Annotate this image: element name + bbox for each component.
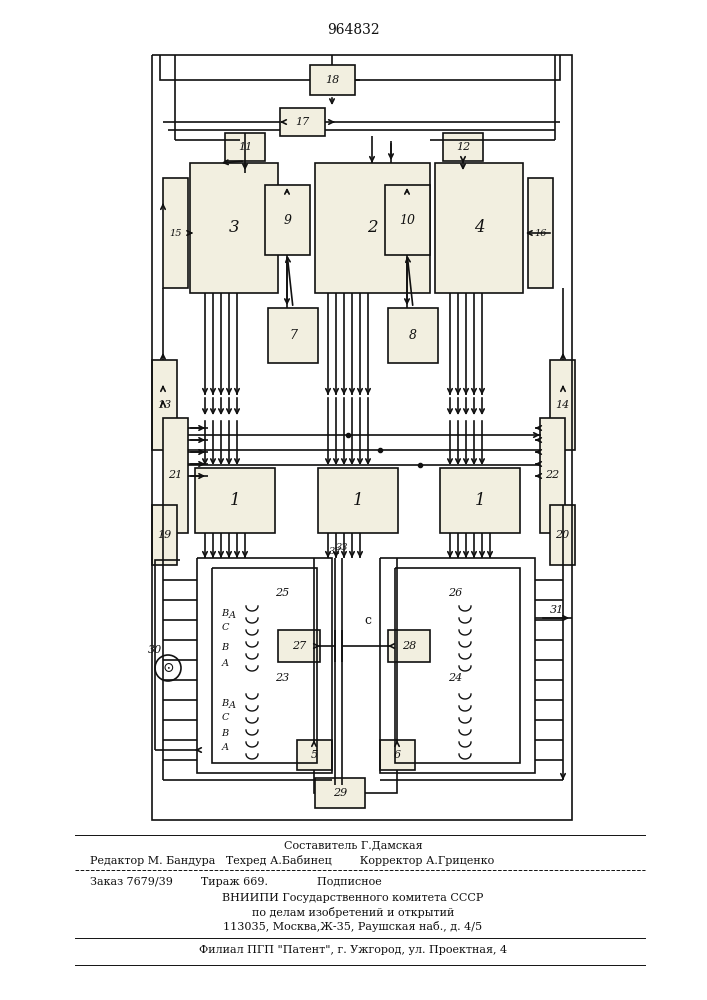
Text: 113035, Москва,Ж-35, Раушская наб., д. 4/5: 113035, Москва,Ж-35, Раушская наб., д. 4… <box>223 920 483 932</box>
Bar <box>152 505 177 565</box>
Bar <box>268 308 318 363</box>
Text: 18: 18 <box>325 75 339 85</box>
Bar <box>380 740 415 770</box>
Text: 10: 10 <box>399 214 416 227</box>
Text: 29: 29 <box>333 788 347 798</box>
Text: 33: 33 <box>336 544 349 552</box>
Bar <box>443 133 483 161</box>
Text: Заказ 7679/39        Тираж 669.              Подписное: Заказ 7679/39 Тираж 669. Подписное <box>90 877 382 887</box>
Bar <box>278 630 320 662</box>
Text: B: B <box>221 608 228 617</box>
Text: 28: 28 <box>402 641 416 651</box>
Text: Филиал ПГП "Патент", г. Ужгород, ул. Проектная, 4: Филиал ПГП "Патент", г. Ужгород, ул. Про… <box>199 945 507 955</box>
Text: B: B <box>221 728 228 738</box>
Text: 4: 4 <box>474 220 484 236</box>
Text: 7: 7 <box>289 329 297 342</box>
Text: 23: 23 <box>275 673 289 683</box>
Bar <box>550 505 575 565</box>
Bar <box>435 163 523 293</box>
Text: ВНИИПИ Государственного комитета СССР: ВНИИПИ Государственного комитета СССР <box>222 893 484 903</box>
Bar <box>195 468 275 533</box>
Text: 27: 27 <box>292 641 306 651</box>
Text: 16: 16 <box>534 229 547 237</box>
Bar <box>385 185 430 255</box>
Text: C: C <box>221 624 229 633</box>
Text: 964832: 964832 <box>327 23 380 37</box>
Text: A: A <box>221 658 228 668</box>
Text: 13: 13 <box>158 400 172 410</box>
Bar <box>225 133 265 161</box>
Text: 12: 12 <box>456 142 470 152</box>
Text: 6: 6 <box>394 750 401 760</box>
Bar <box>318 468 398 533</box>
Bar <box>310 65 355 95</box>
Text: 19: 19 <box>158 530 172 540</box>
Text: c: c <box>365 613 371 626</box>
Text: 21: 21 <box>168 471 182 481</box>
Text: 3: 3 <box>228 220 239 236</box>
Text: Редактор М. Бандура   Техред А.Бабинец        Корректор А.Гриценко: Редактор М. Бандура Техред А.Бабинец Кор… <box>90 854 494 865</box>
Bar <box>550 360 575 450</box>
Bar <box>440 468 520 533</box>
Text: 1: 1 <box>230 492 240 509</box>
Text: 26: 26 <box>448 588 462 598</box>
Bar <box>388 308 438 363</box>
Text: 32: 32 <box>329 548 341 556</box>
Bar <box>388 630 430 662</box>
Text: 14: 14 <box>556 400 570 410</box>
Text: 31: 31 <box>550 605 564 615</box>
Text: B: B <box>221 698 228 708</box>
Text: A: A <box>221 744 228 752</box>
Bar <box>163 178 188 288</box>
Bar <box>540 418 565 533</box>
Text: A: A <box>228 611 235 620</box>
Text: 2: 2 <box>367 220 378 236</box>
Bar <box>528 178 553 288</box>
Text: A: A <box>228 702 235 710</box>
Text: 15: 15 <box>169 229 182 237</box>
Text: 1: 1 <box>353 492 363 509</box>
Text: 8: 8 <box>409 329 417 342</box>
Text: 11: 11 <box>238 142 252 152</box>
Text: C: C <box>221 714 229 722</box>
Text: 30: 30 <box>148 645 162 655</box>
Text: 24: 24 <box>448 673 462 683</box>
Text: 9: 9 <box>284 214 291 227</box>
Text: 17: 17 <box>296 117 310 127</box>
Bar <box>315 163 430 293</box>
Text: 25: 25 <box>275 588 289 598</box>
Bar <box>280 108 325 136</box>
Text: 22: 22 <box>545 471 560 481</box>
Text: 5: 5 <box>311 750 318 760</box>
Text: 20: 20 <box>556 530 570 540</box>
Bar <box>265 185 310 255</box>
Bar <box>315 778 365 808</box>
Bar <box>297 740 332 770</box>
Bar <box>152 360 177 450</box>
Text: по делам изобретений и открытий: по делам изобретений и открытий <box>252 906 454 918</box>
Bar <box>190 163 278 293</box>
Text: ⊙: ⊙ <box>162 661 174 675</box>
Bar <box>163 418 188 533</box>
Text: Составитель Г.Дамская: Составитель Г.Дамская <box>284 840 422 850</box>
Text: 1: 1 <box>474 492 485 509</box>
Text: B: B <box>221 644 228 652</box>
